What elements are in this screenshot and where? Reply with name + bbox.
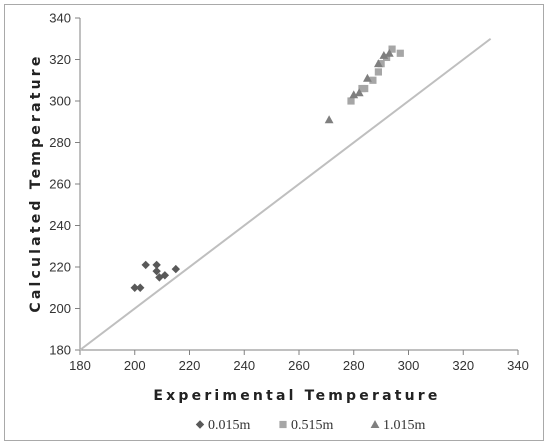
data-point-triangle <box>349 90 359 99</box>
data-point-square <box>369 76 377 84</box>
legend-marker-triangle <box>370 420 380 429</box>
legend-label: 0.515m <box>291 418 334 433</box>
y-tick-label: 220 <box>49 260 71 275</box>
y-tick-label: 340 <box>49 11 71 26</box>
data-point-diamond <box>152 260 161 270</box>
data-point-triangle <box>363 73 372 82</box>
y-tick-label: 240 <box>49 218 71 233</box>
x-tick-label: 220 <box>179 358 201 373</box>
data-point-diamond <box>136 283 145 292</box>
data-point-square <box>396 49 404 57</box>
y-tick-label: 200 <box>49 301 71 316</box>
legend-marker-square <box>279 420 287 429</box>
x-tick-label: 300 <box>398 358 420 373</box>
data-point-diamond <box>152 266 161 276</box>
tick-labels: 180 200 220 240 260 280 300 320 340 180 200 220 240 2… <box>49 11 529 374</box>
x-tick-label: 240 <box>233 358 255 373</box>
data-point-square <box>347 97 355 105</box>
x-tick-label: 280 <box>343 358 365 373</box>
x-tick-label: 180 <box>69 358 91 373</box>
y-tick-label: 280 <box>49 135 71 150</box>
chart-frame <box>4 4 544 441</box>
data-point-diamond <box>141 260 150 270</box>
x-tick-label: 200 <box>124 358 146 373</box>
data-point-diamond <box>160 271 170 280</box>
y-axis-title: Calculated Temperature <box>28 53 44 312</box>
x-tick-label: 260 <box>288 358 310 373</box>
legend-label: 1.015m <box>383 418 426 433</box>
y-tick-label: 180 <box>49 343 71 358</box>
reference-line-group <box>79 37 492 351</box>
data-point-triangle <box>384 48 394 57</box>
data-point-triangle <box>354 88 364 97</box>
data-points <box>130 45 404 292</box>
data-point-triangle <box>373 59 383 68</box>
data-point-square <box>374 68 382 76</box>
data-point-square <box>377 60 385 68</box>
y-tick-label: 320 <box>49 52 71 67</box>
x-tick-label: 340 <box>507 358 529 373</box>
axes <box>75 17 519 355</box>
legend-marker-diamond <box>195 420 205 429</box>
data-point-square <box>388 45 396 53</box>
x-tick-label: 320 <box>452 358 474 373</box>
legend-label: 0.015m <box>208 418 251 433</box>
y-tick-label: 260 <box>49 177 71 192</box>
legend: 0.015m 0.515m 1.015m <box>195 418 426 433</box>
y-tick-label: 300 <box>49 94 71 109</box>
data-point-diamond <box>171 264 181 274</box>
data-point-diamond <box>130 283 139 292</box>
data-point-square <box>361 84 369 93</box>
data-point-triangle <box>324 115 334 124</box>
data-point-triangle <box>379 50 389 59</box>
x-axis-title: Experimental Temperature <box>153 388 440 404</box>
reference-line <box>79 37 492 351</box>
